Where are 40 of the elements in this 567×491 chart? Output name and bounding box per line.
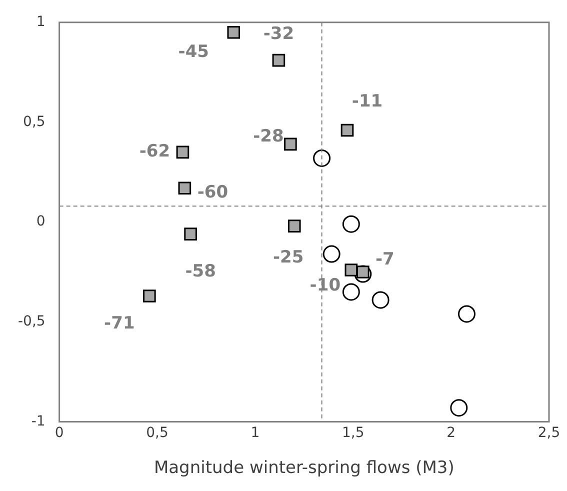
point bbox=[313, 149, 331, 167]
x-tick-label: 2,5 bbox=[538, 424, 560, 441]
point bbox=[288, 220, 301, 232]
point bbox=[372, 291, 390, 309]
x-tick-label: 0,5 bbox=[146, 424, 168, 441]
point bbox=[143, 290, 156, 302]
point bbox=[227, 26, 240, 39]
point bbox=[322, 245, 340, 263]
point bbox=[458, 305, 476, 323]
point bbox=[184, 228, 197, 240]
y-tick-label: 0,5 bbox=[23, 114, 46, 130]
point bbox=[178, 182, 192, 195]
annotation: -62 bbox=[139, 142, 170, 162]
annotation: -28 bbox=[253, 126, 284, 147]
annotation: -60 bbox=[197, 182, 228, 203]
point bbox=[176, 146, 190, 159]
y-tick-label: -0,5 bbox=[18, 314, 46, 330]
annotation: -45 bbox=[178, 42, 210, 62]
x-tick-label: 1,5 bbox=[342, 424, 364, 441]
annotation: -11 bbox=[352, 92, 383, 112]
annotation: -71 bbox=[104, 313, 135, 334]
x-tick-label: 0 bbox=[54, 424, 64, 441]
point bbox=[340, 124, 354, 137]
annotation: -10 bbox=[310, 275, 341, 296]
annotation: -58 bbox=[185, 262, 216, 282]
y-tick-label: 0 bbox=[36, 214, 46, 230]
point bbox=[344, 264, 358, 276]
x-tick-label: 1 bbox=[250, 424, 260, 441]
point bbox=[450, 399, 468, 417]
point bbox=[272, 54, 286, 67]
point bbox=[342, 283, 360, 301]
y-tick-label: -1 bbox=[31, 413, 46, 430]
point bbox=[284, 138, 297, 151]
point bbox=[342, 215, 360, 233]
x-tick-label: 2 bbox=[446, 424, 456, 441]
annotation: -32 bbox=[263, 24, 294, 44]
y-tick-label: 1 bbox=[36, 14, 46, 30]
x-axis-title: Magnitude winter-spring flows (M3) bbox=[154, 458, 454, 478]
annotation: -25 bbox=[273, 248, 304, 268]
annotation: -7 bbox=[375, 249, 394, 270]
